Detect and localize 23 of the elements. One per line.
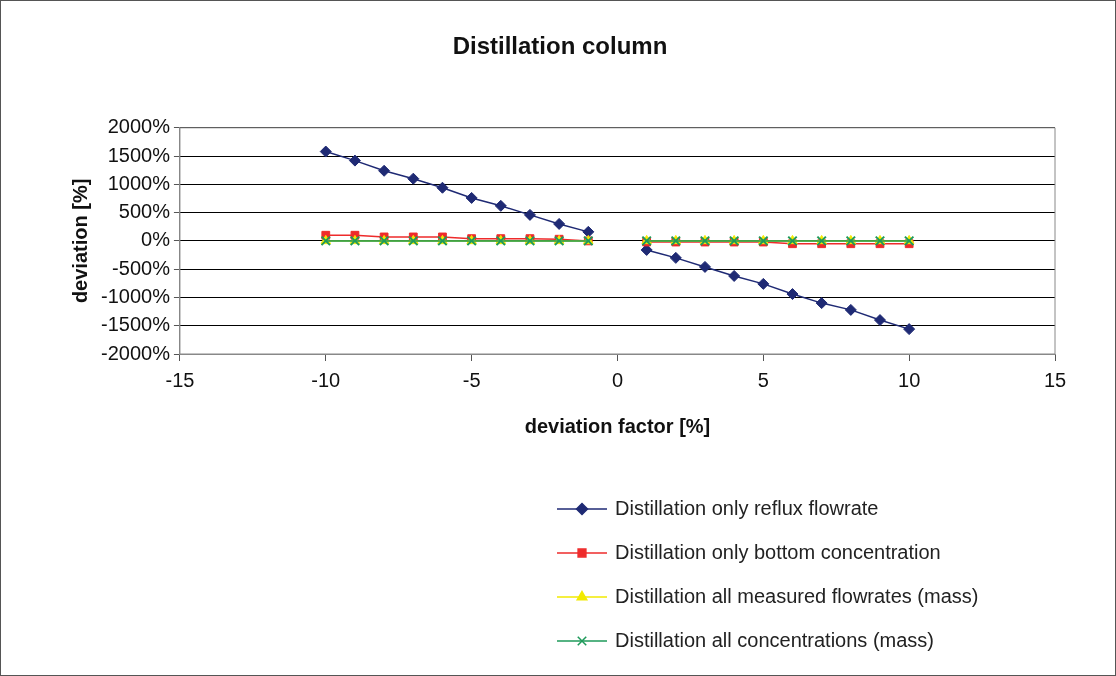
- y-tick-label: 0%: [141, 228, 171, 251]
- chart-title: Distillation column: [452, 32, 668, 60]
- y-tick-label: 1500%: [107, 143, 171, 166]
- y-tick-label: 1000%: [107, 171, 171, 194]
- x-tick-label: 15: [1043, 368, 1067, 391]
- legend-label: Distillation all concentrations (mass): [615, 628, 935, 651]
- x-tick-label: -5: [462, 368, 481, 391]
- x-tick-label: 0: [611, 368, 624, 391]
- y-tick-label: -1000%: [101, 284, 171, 307]
- y-tick-label: -2000%: [101, 341, 171, 364]
- x-axis-title: deviation factor [%]: [524, 414, 711, 437]
- legend-label: Distillation only bottom concentration: [615, 540, 941, 563]
- x-tick-label: -15: [165, 368, 195, 391]
- x-tick-label: -10: [311, 368, 341, 391]
- y-tick-label: 500%: [118, 200, 171, 223]
- legend-label: Distillation only reflux flowrate: [615, 496, 879, 519]
- legend-label: Distillation all measured flowrates (mass): [615, 584, 979, 607]
- x-tick-label: 5: [757, 368, 769, 391]
- y-tick-label: -500%: [112, 256, 171, 279]
- x-tick-label: 10: [898, 368, 921, 391]
- y-axis-title: deviation [%]: [68, 178, 91, 304]
- y-tick-label: 2000%: [107, 115, 171, 138]
- y-tick-label: -1500%: [101, 313, 171, 336]
